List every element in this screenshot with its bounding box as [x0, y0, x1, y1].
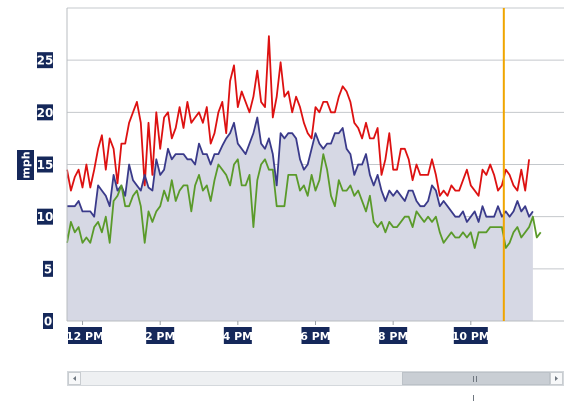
y-axis-label-badge	[17, 150, 34, 180]
scroll-right-button[interactable]	[550, 372, 563, 385]
y-tick-label: 25	[37, 54, 54, 68]
x-tick-label: 8 PM	[378, 330, 409, 343]
y-tick-badge	[37, 104, 53, 121]
y-tick-badge	[37, 156, 53, 173]
grip-icon	[473, 376, 481, 401]
series-area-fill	[67, 117, 533, 321]
y-tick-labels: 0 5 10 15 20 25	[37, 52, 54, 329]
chevron-left-icon	[73, 376, 76, 381]
x-tick-label: 4 PM	[223, 330, 254, 343]
y-tick-label: 20	[37, 106, 54, 120]
line-layer	[66, 35, 542, 249]
x-tick-badge	[146, 327, 175, 344]
chevron-right-icon	[555, 376, 558, 381]
horizontal-scrollbar[interactable]	[67, 371, 564, 401]
y-tick-badge	[43, 313, 53, 329]
x-tick-badge	[453, 327, 488, 344]
y-tick-label: 0	[44, 315, 52, 329]
y-tick-badge	[43, 260, 53, 277]
x-tick-badge	[68, 327, 102, 344]
x-tick-badge	[301, 327, 330, 344]
x-tick-label: 12 PM	[66, 330, 104, 343]
scroll-left-button[interactable]	[68, 372, 81, 385]
chart: 0 5 10 15 20 25 12 PM 2 PM 4 PM 6 PM 8 PM 10 PM mp…	[17, 7, 564, 344]
scrollbar-thumb[interactable]	[402, 372, 550, 401]
area-layer	[67, 117, 533, 321]
y-tick-label: 15	[37, 158, 54, 172]
y-axis-label-group: mph	[17, 150, 34, 180]
series-line-2	[67, 116, 534, 223]
y-axis-label: mph	[20, 151, 33, 178]
y-tick-badge	[37, 52, 53, 69]
y-tick-label: 10	[37, 210, 54, 224]
x-tick-label: 6 PM	[300, 330, 331, 343]
x-tick-labels: 12 PM 2 PM 4 PM 6 PM 8 PM 10 PM	[66, 321, 490, 344]
x-tick-badge	[379, 327, 408, 344]
x-tick-badge	[223, 327, 252, 344]
y-tick-badge	[37, 208, 53, 225]
y-tick-label: 5	[44, 262, 52, 276]
series-line-3	[66, 153, 542, 249]
x-tick-label: 2 PM	[145, 330, 176, 343]
x-tick-label: 10 PM	[452, 330, 490, 343]
